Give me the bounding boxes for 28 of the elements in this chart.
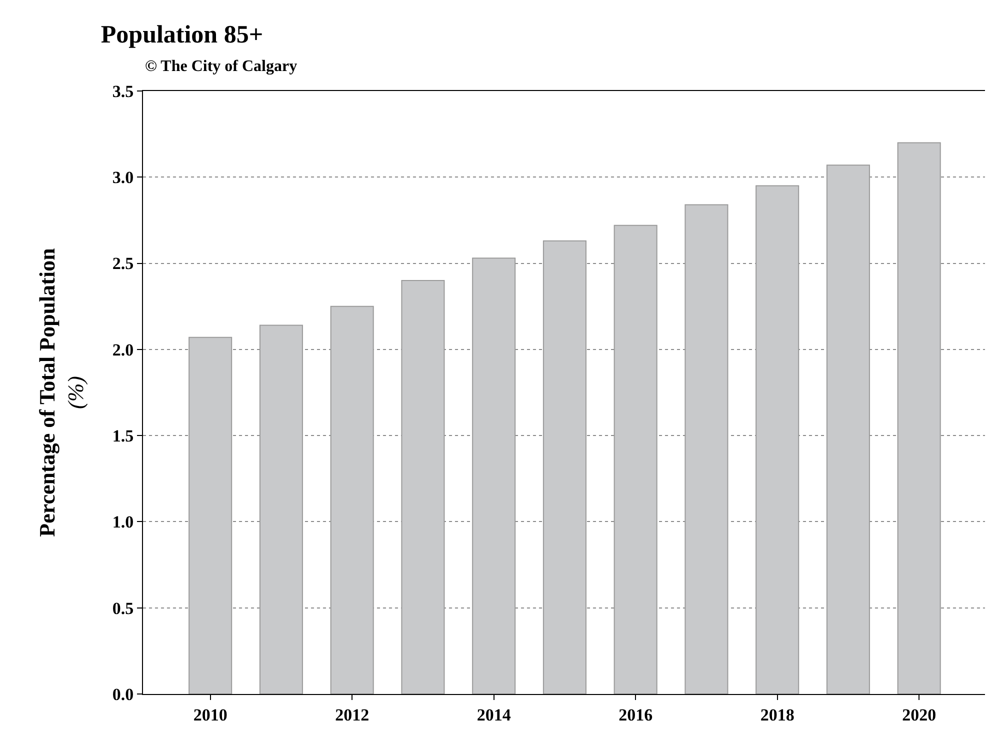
y-tick-label: 1.0 [112, 512, 134, 532]
y-tick-label: 2.5 [112, 254, 134, 274]
bar [330, 306, 374, 694]
bar [542, 240, 586, 694]
x-tick-label: 2020 [902, 705, 936, 724]
chart-subtitle: © The City of Calgary [145, 58, 298, 75]
y-axis-title: Percentage of Total Population (%) [34, 248, 88, 537]
x-tick-label: 2018 [760, 705, 794, 724]
chart-title: Population 85+ [100, 21, 264, 48]
x-tick-label: 2014 [476, 705, 512, 724]
bar [259, 324, 303, 694]
bar [684, 204, 728, 694]
bar [897, 142, 941, 694]
bar [188, 336, 232, 694]
bar [826, 164, 870, 694]
bar [401, 280, 445, 694]
y-tick-label: 3.5 [112, 82, 134, 101]
bar [472, 258, 516, 694]
y-tick-label: 0.5 [112, 598, 134, 618]
x-tick-label: 2016 [618, 705, 653, 724]
y-tick-label: 3.0 [112, 168, 134, 188]
bar [614, 224, 658, 694]
y-tick-label: 2.0 [112, 340, 134, 360]
x-tick-label: 2012 [335, 705, 370, 724]
bar [756, 185, 800, 694]
y-tick-label: 1.5 [112, 426, 134, 446]
x-tick-label: 2010 [193, 705, 228, 724]
y-tick-label: 0.0 [112, 684, 134, 704]
